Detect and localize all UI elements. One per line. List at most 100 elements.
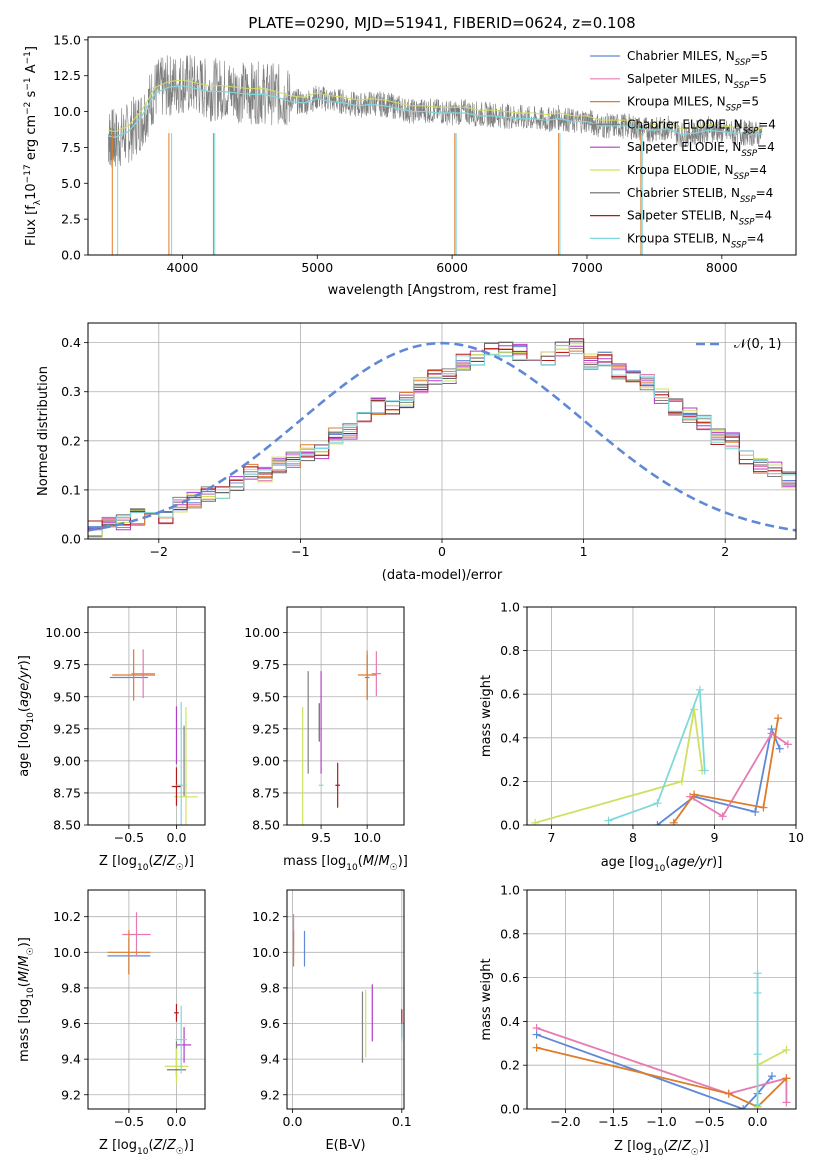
y-axis-label: Normed distribution [36, 366, 51, 496]
x-tick-label: −0.5 [694, 1114, 724, 1129]
x-axis-label: Z [log10(Z/Z☉)] [614, 1139, 709, 1158]
y-tick-label: 10.2 [53, 909, 81, 924]
y-tick-label: 0.2 [500, 774, 520, 789]
x-tick-label: 6000 [436, 260, 468, 275]
axes-frame [526, 889, 797, 1110]
y-tick-label: 9.2 [61, 1087, 81, 1102]
y-tick-label: 0.2 [500, 1058, 520, 1073]
weight-line [536, 1046, 788, 1108]
x-tick-label: 10 [788, 830, 804, 845]
y-tick-label: 0.0 [61, 248, 81, 263]
weight-line [689, 732, 789, 818]
x-tick-label: −0.5 [114, 1114, 144, 1129]
y-tick-label: 9.4 [61, 1052, 81, 1067]
error-bars [292, 914, 403, 1063]
y-tick-label: 8.75 [252, 785, 280, 800]
y-axis-label: age [log10(age/yr)] [17, 655, 36, 777]
x-tick-label: 10.0 [353, 830, 381, 845]
axes-frame [286, 889, 405, 1110]
y-tick-label: 9.75 [252, 657, 280, 672]
x-axis-label: E(B-V) [325, 1138, 365, 1153]
axes-frame [87, 889, 206, 1110]
x-axis-label: (data-model)/error [382, 568, 503, 583]
x-tick-label: 0.1 [392, 1114, 412, 1129]
x-tick-label: 7000 [571, 260, 603, 275]
x-tick-label: −2.0 [550, 1114, 580, 1129]
x-tick-label: −1.5 [598, 1114, 628, 1129]
x-tick-label: 1 [580, 544, 588, 559]
y-tick-label: 9.2 [260, 1087, 280, 1102]
x-tick-label: 2 [721, 544, 729, 559]
y-tick-label: 9.50 [252, 689, 280, 704]
gaussian-curve [88, 341, 796, 532]
weight-line [608, 689, 706, 822]
legend-entry: 𝒩(0, 1) [734, 337, 781, 352]
legend-entry: Kroupa ELODIE, NSSP=4 [627, 163, 767, 182]
y-tick-label: 9.25 [53, 721, 81, 736]
spectrum-lines [107, 55, 763, 255]
y-tick-label: 1.0 [500, 600, 520, 615]
weight-line [534, 709, 704, 824]
y-tick-label: 9.00 [53, 753, 81, 768]
plot-area [107, 912, 192, 1085]
y-tick-label: 0.2 [61, 433, 81, 448]
y-tick-label: 9.50 [53, 689, 81, 704]
y-tick-label: 0.6 [500, 970, 520, 985]
x-tick-label: −0.5 [114, 830, 144, 845]
y-tick-label: 0.4 [61, 335, 81, 350]
y-tick-label: 2.5 [61, 212, 81, 227]
y-tick-label: 0.0 [61, 532, 81, 547]
error-bars [109, 649, 198, 825]
age-vs-z-panel: −0.5 0.0 8.50 8.75 9.00 9.25 9.50 9.75 10.00 Z [l… [17, 606, 206, 873]
error-bars [107, 912, 192, 1085]
y-tick-label: 0.0 [500, 818, 520, 833]
x-tick-label: 4000 [166, 260, 198, 275]
model-spectrum [108, 85, 763, 139]
axes-frame [526, 606, 797, 826]
x-tick-label: 0.0 [167, 830, 187, 845]
legend-entry: Chabrier MILES, NSSP=5 [627, 49, 768, 68]
y-tick-label: 10.00 [45, 625, 81, 640]
legend-entry: Kroupa MILES, NSSP=5 [627, 95, 759, 114]
plot-area [107, 55, 763, 255]
figure-title: PLATE=0290, MJD=51941, FIBERID=0624, z=0… [248, 14, 635, 32]
weight-lines [532, 969, 791, 1109]
y-tick-label: 15.0 [53, 32, 81, 47]
y-tick-label: 9.6 [260, 1016, 280, 1031]
legend-entry: Chabrier ELODIE, NSSP=4 [627, 117, 776, 136]
plot-area [302, 650, 381, 825]
massweight-vs-z-panel: −2.0 −1.5 −1.0 −0.5 0.0 0.0 0.2 0.4 0.6 0.8 1.0 Z [… [479, 883, 797, 1158]
plot-area [532, 969, 791, 1109]
axes-frame [87, 36, 797, 256]
axes-frame [87, 322, 797, 540]
x-tick-label: 8000 [706, 260, 738, 275]
axes-frame [286, 606, 405, 826]
y-tick-label: 0.4 [500, 1014, 520, 1029]
spectrum-panel: 4000 5000 6000 7000 8000 0.0 2.5 5.0 7.5 10.0 12.5… [23, 32, 797, 298]
y-axis-label: mass weight [479, 958, 494, 1040]
y-tick-label: 9.75 [53, 657, 81, 672]
x-tick-label: 0.0 [283, 1114, 303, 1129]
y-axis-label: mass weight [479, 675, 494, 757]
model-spectrum [108, 79, 763, 133]
y-tick-label: 7.5 [61, 140, 81, 155]
y-tick-label: 8.50 [53, 818, 81, 833]
mass-vs-z-panel: −0.5 0.0 9.2 9.4 9.6 9.8 10.0 10.2 Z [log10(Z/Z☉… [17, 889, 206, 1157]
residuals-panel: −2 −1 0 1 2 0.0 0.1 0.2 0.3 0.4 (data-model)/error… [36, 322, 797, 583]
y-tick-label: 8.75 [53, 785, 81, 800]
massweight-vs-age-panel: 7 8 9 10 0.0 0.2 0.4 0.6 0.8 1.0 age [log10(age/yr… [479, 600, 804, 875]
grid-lines [287, 890, 404, 1109]
plot-area [88, 338, 796, 539]
legend-entry: Salpeter ELODIE, NSSP=4 [627, 140, 775, 159]
x-tick-label: 7 [547, 830, 555, 845]
mass-vs-ebv-panel: 0.0 0.1 9.2 9.4 9.6 9.8 10.0 10.2 E(B-V) [252, 889, 412, 1153]
y-tick-label: 0.8 [500, 926, 520, 941]
observed-spectrum [107, 55, 763, 168]
y-tick-label: 9.00 [252, 753, 280, 768]
plot-area [109, 649, 198, 825]
y-tick-label: 1.0 [500, 883, 520, 898]
y-tick-label: 0.6 [500, 687, 520, 702]
x-tick-label: 0.0 [167, 1114, 187, 1129]
y-tick-label: 5.0 [61, 176, 81, 191]
grid-lines [287, 607, 404, 826]
